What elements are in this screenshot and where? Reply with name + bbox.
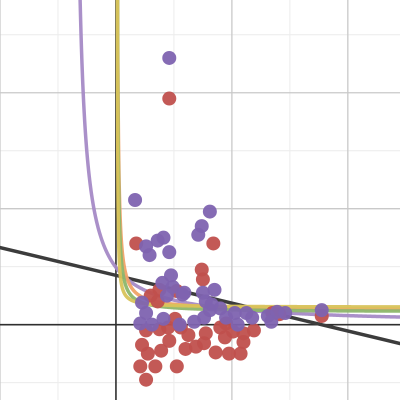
- purple-point: [177, 285, 192, 300]
- red-point: [169, 359, 184, 374]
- purple-point: [194, 219, 209, 234]
- red-point: [197, 336, 212, 351]
- purple-point: [219, 310, 234, 325]
- red-point: [133, 359, 148, 374]
- red-point: [206, 236, 221, 251]
- red-point: [140, 346, 155, 361]
- purple-point: [245, 310, 260, 325]
- purple-point: [172, 317, 187, 332]
- purple-point: [162, 245, 177, 260]
- red-point: [236, 335, 251, 350]
- curve-1: [115, 0, 400, 311]
- purple-point: [162, 50, 177, 65]
- red-point: [217, 330, 232, 345]
- red-point: [148, 359, 163, 374]
- purple-point: [314, 303, 329, 318]
- curve-0: [78, 0, 400, 319]
- purple-point: [197, 310, 212, 325]
- curve-2: [115, 0, 400, 313]
- purple-point: [142, 248, 157, 263]
- purple-point: [278, 306, 293, 321]
- red-point: [178, 341, 193, 356]
- purple-point: [133, 316, 148, 331]
- scatter-points: [128, 50, 329, 387]
- red-point: [139, 372, 154, 387]
- red-point: [162, 333, 177, 348]
- red-point: [208, 345, 223, 360]
- purple-point: [144, 317, 159, 332]
- red-point: [181, 328, 196, 343]
- purple-point: [156, 311, 171, 326]
- red-point: [246, 323, 261, 338]
- red-point: [162, 91, 177, 106]
- purple-point: [165, 279, 180, 294]
- curve-3: [115, 0, 400, 309]
- red-point: [233, 346, 248, 361]
- purple-point: [230, 317, 245, 332]
- red-point: [154, 343, 169, 358]
- purple-point: [204, 297, 219, 312]
- purple-point: [156, 230, 171, 245]
- purple-point: [202, 204, 217, 219]
- purple-point: [207, 282, 222, 297]
- purple-point: [128, 193, 143, 207]
- red-point: [195, 272, 210, 287]
- red-point: [221, 346, 236, 361]
- purple-point: [135, 295, 150, 310]
- purple-point: [164, 268, 179, 283]
